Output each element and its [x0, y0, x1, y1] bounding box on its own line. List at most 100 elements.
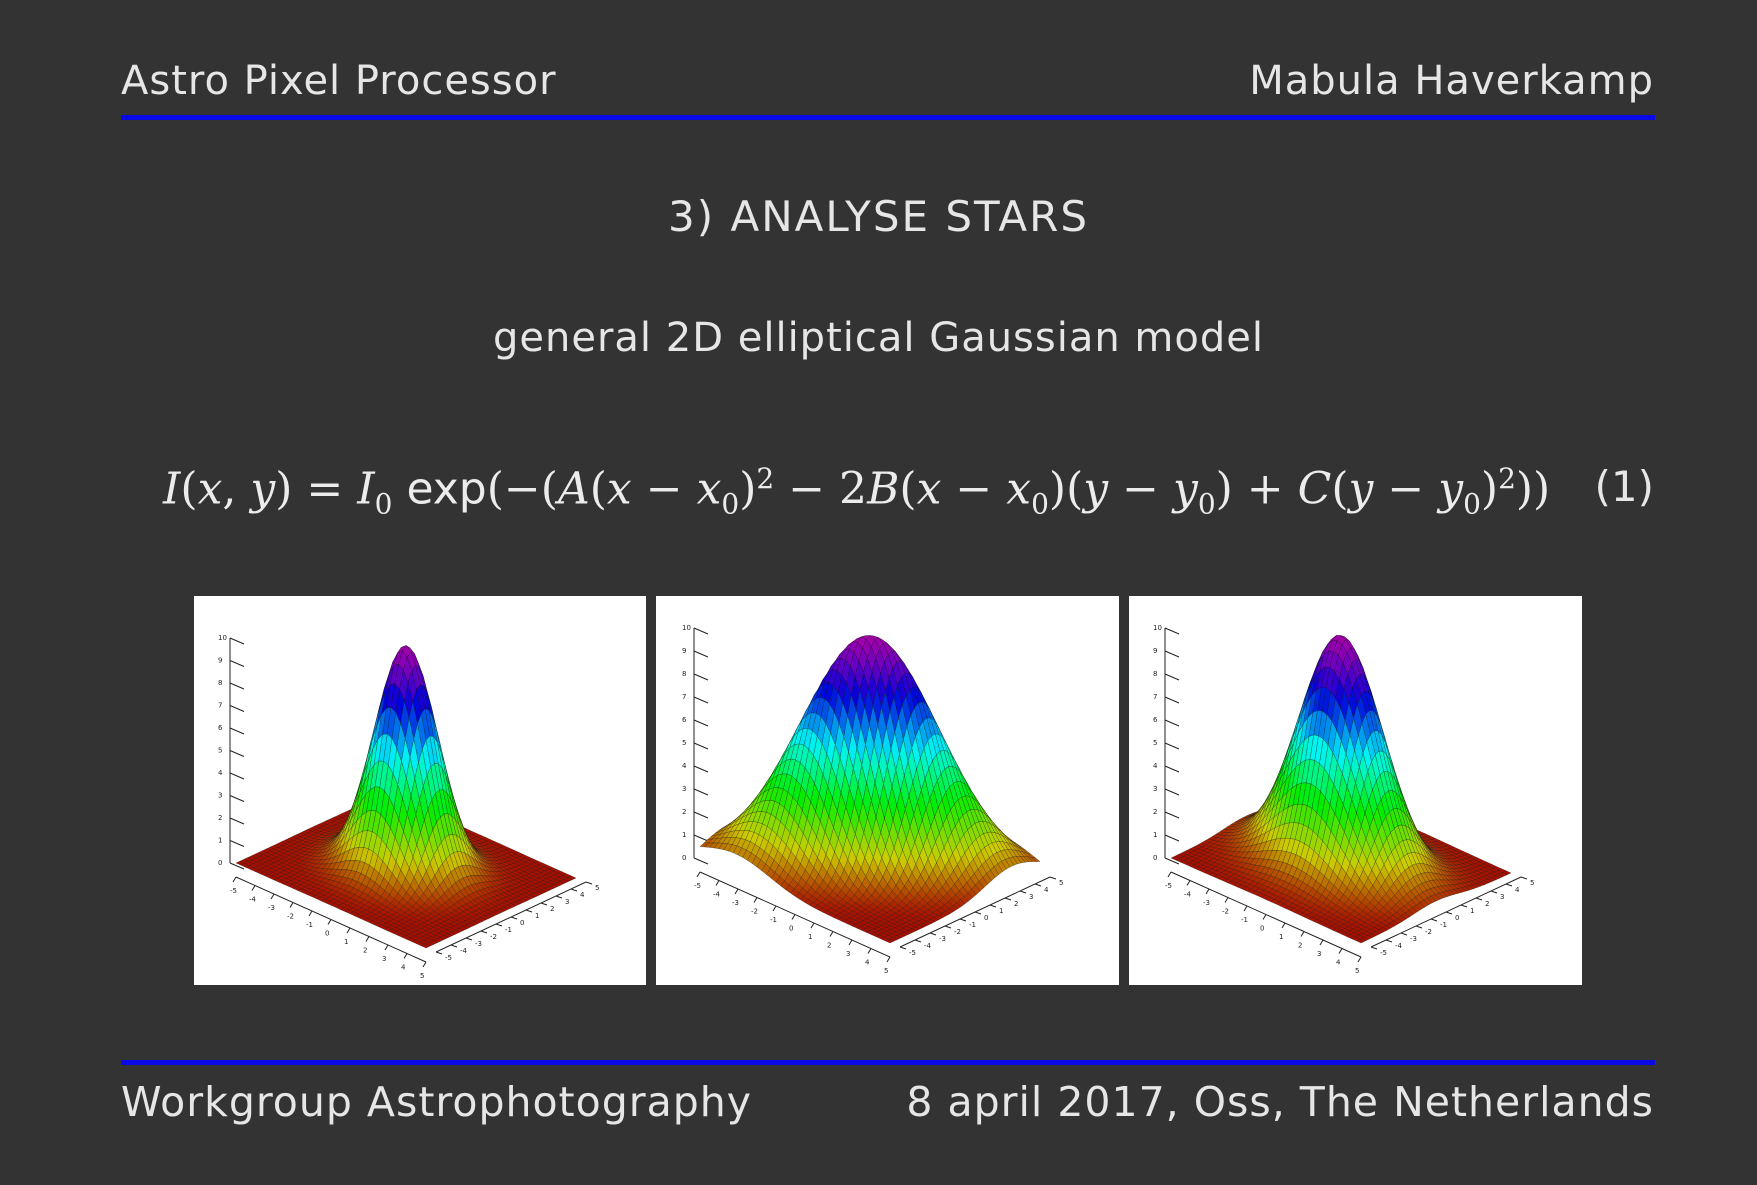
y-tick-label: 3 — [565, 898, 569, 906]
z-tick — [229, 772, 245, 780]
x-tick-label: -4 — [713, 891, 721, 899]
y-tick — [989, 904, 997, 908]
y-tick — [899, 946, 907, 950]
y-tick-label: 4 — [1044, 886, 1049, 894]
x-tick-label: -1 — [770, 916, 777, 924]
z-tick — [1164, 673, 1180, 681]
x-tick-label: -5 — [1165, 882, 1172, 890]
y-tick-label: -4 — [924, 942, 932, 950]
x-tick-label: 3 — [382, 955, 386, 963]
y-tick — [1475, 897, 1483, 901]
y-tick-label: 0 — [1455, 914, 1459, 922]
z-tick — [1164, 650, 1180, 658]
y-tick — [585, 881, 593, 885]
y-tick — [1430, 918, 1438, 922]
header-rule — [121, 115, 1655, 120]
x-tick — [251, 885, 256, 891]
y-tick — [914, 939, 922, 943]
x-tick-label: 2 — [1298, 942, 1302, 950]
y-tick — [555, 895, 563, 899]
z-tick — [1164, 765, 1180, 773]
x-tick-label: -1 — [306, 921, 313, 929]
z-tick — [693, 673, 709, 681]
z-tick-label: 2 — [1153, 808, 1157, 816]
x-tick-label: 3 — [846, 950, 850, 958]
gaussian-plot-elliptical: 10 9 8 7 6 5 4 3 2 1 0 -5 -4 -3 -2 -1 0 1 2 3 4 5 -5 -4 -3 -2 -1 0 1… — [1129, 596, 1582, 985]
x-tick-label: -3 — [732, 899, 739, 907]
gaussian-plot-tilted: 10 9 8 7 6 5 4 3 2 1 0 -5 -4 -3 -2 -1 0 1 2 3 4 5 -5 -4 -3 -2 -1 0 1… — [656, 596, 1119, 985]
y-tick — [944, 925, 952, 929]
z-tick — [1164, 627, 1180, 635]
x-tick-label: 1 — [344, 938, 348, 946]
x-tick — [327, 919, 332, 925]
y-tick-label: 4 — [580, 891, 585, 899]
y-tick-label: -2 — [490, 933, 497, 941]
z-tick-label: 0 — [1153, 854, 1157, 862]
surface-facet — [421, 943, 431, 949]
y-tick — [540, 902, 548, 906]
x-tick-label: 2 — [827, 942, 831, 950]
x-tick — [1262, 914, 1267, 920]
slide-subtitle: general 2D elliptical Gaussian model — [493, 315, 1264, 361]
x-tick — [772, 905, 777, 912]
y-tick — [1505, 883, 1513, 887]
z-tick-label: 0 — [218, 859, 222, 867]
x-tick-label: 1 — [1279, 933, 1283, 941]
z-tick — [1164, 857, 1180, 865]
x-tick-label: -5 — [694, 882, 701, 890]
gaussian-plot-circular-svg: 109876543210-5-4-3-2-1012345-5-4-3-2-101… — [218, 634, 599, 980]
surface-facet — [885, 938, 895, 944]
y-tick — [1415, 925, 1423, 929]
x-tick — [1243, 905, 1248, 912]
z-tick — [693, 650, 709, 658]
y-tick-label: 5 — [1059, 879, 1063, 887]
z-tick-label: 3 — [682, 785, 686, 793]
y-tick-label: -1 — [505, 926, 512, 934]
y-tick-label: -5 — [445, 954, 452, 962]
x-tick-label: -2 — [287, 913, 294, 921]
z-tick — [229, 862, 245, 870]
z-tick — [229, 637, 245, 645]
x-tick — [1338, 948, 1343, 954]
z-tick-label: 6 — [682, 716, 687, 724]
y-tick — [525, 909, 533, 913]
z-tick-label: 3 — [1153, 785, 1157, 793]
x-tick-label: 2 — [363, 947, 367, 955]
y-tick-label: 1 — [535, 912, 539, 920]
y-tick — [480, 930, 488, 934]
x-tick-label: 4 — [865, 959, 870, 967]
y-tick-label: 4 — [1515, 886, 1520, 894]
x-tick — [1319, 939, 1324, 946]
x-tick-label: 0 — [1260, 925, 1264, 933]
z-tick — [1164, 719, 1180, 727]
x-tick-label: 5 — [1355, 967, 1359, 975]
z-tick-label: 3 — [218, 792, 222, 800]
gaussian-surface — [235, 645, 577, 949]
z-tick-label: 7 — [1153, 693, 1157, 701]
z-tick — [1164, 696, 1180, 704]
x-tick — [791, 914, 796, 920]
header-right-author: Mabula Haverkamp — [1249, 58, 1654, 104]
x-tick-label: -2 — [1222, 908, 1229, 916]
x-tick — [810, 922, 815, 929]
y-tick — [450, 944, 458, 948]
y-tick-label: -2 — [1425, 928, 1432, 936]
z-tick — [693, 765, 709, 773]
y-tick — [974, 911, 982, 915]
z-tick — [693, 857, 709, 865]
z-tick-label: 8 — [1153, 670, 1157, 678]
y-tick — [1445, 911, 1453, 915]
y-tick — [435, 951, 443, 955]
x-tick — [1224, 897, 1229, 903]
x-tick — [753, 897, 758, 903]
x-tick-label: 5 — [884, 967, 888, 975]
y-tick-label: -4 — [460, 947, 468, 955]
x-tick — [829, 931, 834, 937]
x-tick-label: 0 — [325, 930, 329, 938]
